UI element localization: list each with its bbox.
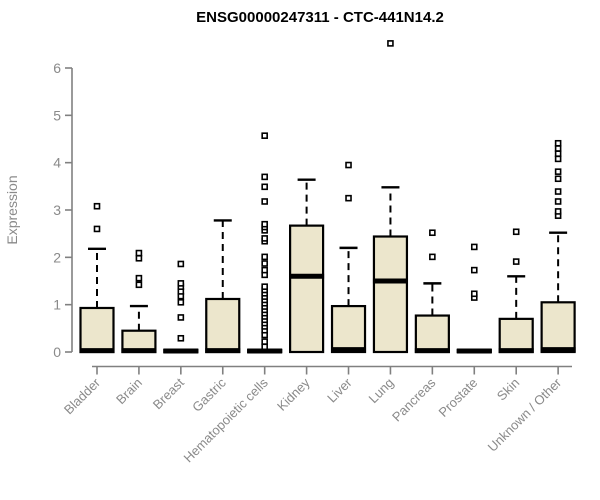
box-group	[456, 243, 492, 354]
x-category-label: Bladder	[61, 375, 104, 418]
x-category-label: Liver	[324, 375, 355, 406]
outlier-point	[512, 228, 520, 236]
boxplot-series	[79, 40, 576, 354]
y-tick-label: 0	[53, 344, 61, 360]
outlier-point	[554, 145, 562, 152]
outlier-point	[554, 208, 562, 215]
y-tick-label: 6	[53, 60, 61, 76]
outlier-point	[177, 298, 185, 306]
box-group	[330, 161, 367, 354]
outlier-point	[177, 314, 185, 321]
outlier-point	[261, 253, 268, 261]
outlier-point	[470, 266, 478, 274]
outlier-point	[554, 175, 562, 183]
outlier-point	[429, 229, 436, 237]
outlier-point	[261, 343, 268, 351]
outlier-point	[261, 235, 268, 242]
x-category-label: Pancreas	[389, 375, 439, 425]
outlier-point	[554, 198, 562, 205]
y-tick-label: 1	[53, 297, 61, 313]
box-rect	[540, 301, 576, 354]
x-category-label: Skin	[494, 375, 522, 403]
outlier-point	[554, 150, 562, 157]
outlier-point	[261, 220, 268, 228]
chart-title: ENSG00000247311 - CTC-441N14.2	[196, 9, 444, 26]
outlier-point	[135, 274, 143, 282]
outlier-point	[470, 243, 478, 251]
box-rect	[289, 224, 325, 354]
y-tick-label: 5	[53, 107, 61, 123]
box-group	[540, 139, 576, 354]
outlier-point	[177, 280, 185, 287]
box-group	[79, 202, 115, 354]
outlier-point	[135, 281, 143, 289]
outlier-point	[429, 253, 436, 261]
x-category-label: Unknown / Other	[485, 375, 565, 455]
outlier-point	[261, 283, 268, 290]
outlier-point	[470, 290, 478, 298]
x-category-label: Lung	[366, 375, 397, 406]
x-category-label: Brain	[113, 375, 145, 407]
outlier-point	[135, 249, 143, 257]
outlier-point	[387, 40, 394, 47]
outlier-point	[93, 202, 101, 210]
y-axis-label: Expression	[4, 175, 20, 244]
outlier-point	[554, 188, 562, 195]
box-group	[289, 178, 325, 354]
outlier-point	[261, 338, 268, 345]
box-group	[414, 229, 450, 354]
outlier-point	[261, 132, 268, 139]
outlier-point	[261, 198, 268, 205]
box-rect	[79, 306, 115, 354]
box-rect	[498, 317, 534, 354]
x-category-label: Gastric	[189, 375, 229, 415]
y-tick-label: 2	[53, 249, 61, 265]
outlier-point	[93, 225, 101, 233]
box-group	[247, 132, 283, 354]
box-rect	[414, 314, 450, 354]
box-rect	[372, 235, 409, 354]
x-category-label: Kidney	[274, 375, 313, 414]
outlier-point	[261, 260, 268, 267]
outlier-point	[554, 139, 562, 147]
box-group	[163, 260, 199, 354]
outlier-point	[261, 173, 268, 181]
outlier-point	[554, 155, 562, 163]
outlier-point	[177, 260, 185, 268]
outlier-point	[135, 254, 143, 262]
outlier-point	[261, 183, 268, 191]
box-rect	[205, 297, 241, 354]
box-group	[121, 249, 157, 354]
outlier-point	[261, 266, 268, 274]
outlier-point	[512, 258, 520, 265]
box-group	[372, 40, 409, 354]
x-category-label: Prostate	[436, 375, 481, 420]
y-tick-label: 4	[53, 155, 61, 171]
box-group	[205, 219, 241, 354]
outlier-point	[345, 161, 352, 169]
x-category-label: Breast	[150, 375, 187, 412]
outlier-point	[345, 194, 352, 202]
box-group	[498, 228, 534, 354]
outlier-point	[177, 334, 185, 342]
outlier-point	[554, 168, 562, 175]
y-tick-label: 3	[53, 202, 61, 218]
box-rect	[330, 304, 367, 354]
